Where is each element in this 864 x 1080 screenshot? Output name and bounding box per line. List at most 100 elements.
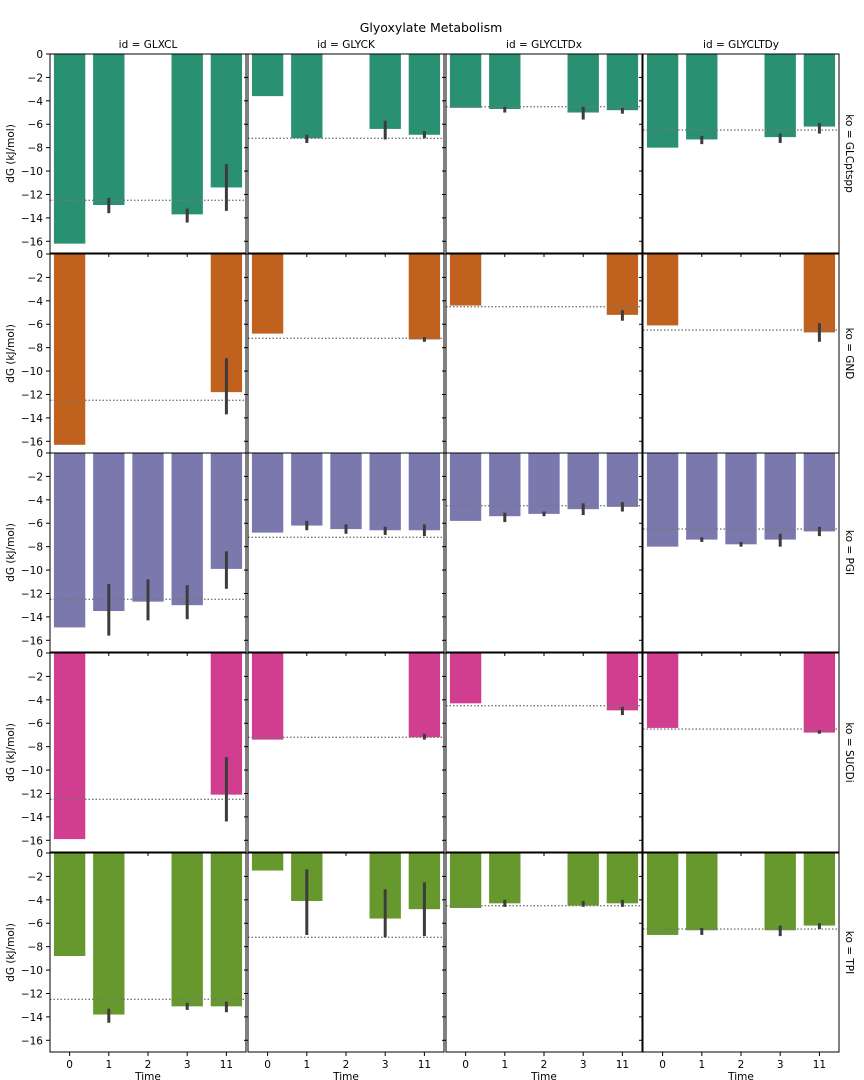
panel-3-3 bbox=[639, 652, 840, 856]
y-tick-label: 0 bbox=[36, 448, 43, 460]
bar bbox=[93, 54, 125, 206]
panel-0-2: id = GLYCLTDx bbox=[442, 39, 643, 257]
x-tick-label: 3 bbox=[580, 1059, 587, 1071]
bar bbox=[646, 453, 679, 547]
bar bbox=[251, 254, 284, 334]
bar bbox=[251, 54, 284, 97]
y-tick-label: −10 bbox=[21, 965, 43, 977]
y-tick-label: −2 bbox=[28, 272, 43, 284]
y-tick-label: −12 bbox=[21, 788, 43, 800]
y-tick-label: −8 bbox=[28, 343, 43, 355]
bar bbox=[646, 54, 679, 148]
bar bbox=[646, 254, 679, 326]
column-header: id = GLXCL bbox=[119, 39, 178, 51]
bar bbox=[408, 54, 441, 135]
bar bbox=[567, 453, 599, 510]
y-axis-label: dG (kJ/mol) bbox=[5, 523, 17, 582]
y-tick-label: −14 bbox=[21, 1012, 43, 1024]
panel-4-1: 0 1 2 3 11 Time bbox=[244, 852, 445, 1080]
panel-3-2 bbox=[442, 652, 643, 856]
bar bbox=[764, 853, 796, 931]
y-tick-label: −12 bbox=[21, 189, 43, 201]
x-tick-label: 1 bbox=[501, 1059, 508, 1071]
bar bbox=[606, 254, 639, 315]
y-tick-label: 0 bbox=[36, 249, 43, 261]
bar bbox=[53, 853, 86, 957]
bar bbox=[53, 54, 86, 244]
y-axis-label: dG (kJ/mol) bbox=[5, 324, 17, 383]
y-axis-label: dG (kJ/mol) bbox=[5, 124, 17, 183]
bar bbox=[251, 453, 284, 533]
row-label: ko = GLCptspp bbox=[843, 114, 855, 193]
x-tick-label: 1 bbox=[105, 1059, 112, 1071]
y-axis-label: dG (kJ/mol) bbox=[5, 923, 17, 982]
x-tick-label: 0 bbox=[264, 1059, 271, 1071]
bar bbox=[449, 254, 482, 306]
row-label: ko = SUCDi bbox=[843, 722, 855, 782]
bar bbox=[764, 54, 796, 138]
y-tick-label: 0 bbox=[36, 648, 43, 660]
bar bbox=[330, 453, 362, 530]
bar bbox=[646, 653, 679, 728]
x-tick-label: 0 bbox=[66, 1059, 73, 1071]
bar bbox=[528, 453, 560, 514]
panel-0-3: id = GLYCLTDy bbox=[639, 39, 840, 257]
bar bbox=[686, 453, 718, 540]
x-axis-label: Time bbox=[530, 1071, 557, 1080]
panel-0-0: 0 −2 −4 −6 −8 −10 −12 −14 −16 id = GLXCL bbox=[21, 39, 247, 257]
bar bbox=[764, 453, 796, 540]
y-tick-label: −6 bbox=[28, 718, 44, 730]
bar bbox=[291, 54, 323, 139]
y-tick-label: −4 bbox=[28, 695, 44, 707]
bar bbox=[251, 853, 284, 871]
y-tick-label: −10 bbox=[21, 565, 43, 577]
x-tick-label: 2 bbox=[541, 1059, 548, 1071]
y-tick-label: −10 bbox=[21, 366, 43, 378]
x-tick-label: 1 bbox=[303, 1059, 310, 1071]
x-tick-label: 0 bbox=[462, 1059, 469, 1071]
y-tick-label: −16 bbox=[21, 1035, 43, 1047]
bar bbox=[171, 54, 203, 215]
panel-3-0: 0 −2 −4 −6 −8 −10 −12 −14 −16 bbox=[21, 648, 247, 856]
x-tick-label: 3 bbox=[777, 1059, 784, 1071]
y-tick-label: −10 bbox=[21, 765, 43, 777]
y-tick-label: −6 bbox=[28, 518, 44, 530]
bar bbox=[449, 453, 482, 521]
y-tick-label: 0 bbox=[36, 49, 43, 61]
panels-layer: 0 −2 −4 −6 −8 −10 −12 −14 −16 id = GLXCL id = GLYC… bbox=[5, 39, 855, 1080]
y-tick-label: −8 bbox=[28, 742, 43, 754]
bar bbox=[646, 853, 679, 935]
bar bbox=[171, 453, 203, 606]
bar bbox=[369, 54, 401, 129]
panel-2-1 bbox=[244, 452, 445, 656]
y-tick-label: −4 bbox=[28, 296, 44, 308]
bar bbox=[489, 54, 521, 110]
bar bbox=[369, 453, 401, 531]
panel-4-3: 0 1 2 3 11 Time bbox=[639, 852, 840, 1080]
panel-3-1 bbox=[244, 652, 445, 856]
bar bbox=[251, 653, 284, 740]
bar bbox=[93, 853, 125, 1015]
row-label: ko = PGI bbox=[843, 530, 855, 575]
bar bbox=[408, 254, 441, 340]
y-tick-label: −4 bbox=[28, 96, 44, 108]
panel-2-0: 0 −2 −4 −6 −8 −10 −12 −14 −16 bbox=[21, 448, 247, 656]
y-tick-label: −14 bbox=[21, 413, 43, 425]
panel-0-1: id = GLYCK bbox=[244, 39, 445, 257]
x-axis-label: Time bbox=[134, 1071, 161, 1080]
bar bbox=[606, 54, 639, 111]
bar bbox=[803, 853, 836, 926]
row-label: ko = GND bbox=[843, 328, 855, 380]
y-tick-label: −8 bbox=[28, 942, 43, 954]
x-tick-label: 2 bbox=[738, 1059, 745, 1071]
panel-1-1 bbox=[244, 253, 445, 457]
x-tick-label: 2 bbox=[343, 1059, 350, 1071]
bar bbox=[53, 653, 86, 840]
y-tick-label: −16 bbox=[21, 436, 43, 448]
x-tick-label: 3 bbox=[382, 1059, 389, 1071]
y-tick-label: −12 bbox=[21, 389, 43, 401]
bar bbox=[606, 653, 639, 711]
x-tick-label: 11 bbox=[616, 1059, 629, 1071]
bar bbox=[803, 54, 836, 127]
bar bbox=[210, 853, 243, 1007]
